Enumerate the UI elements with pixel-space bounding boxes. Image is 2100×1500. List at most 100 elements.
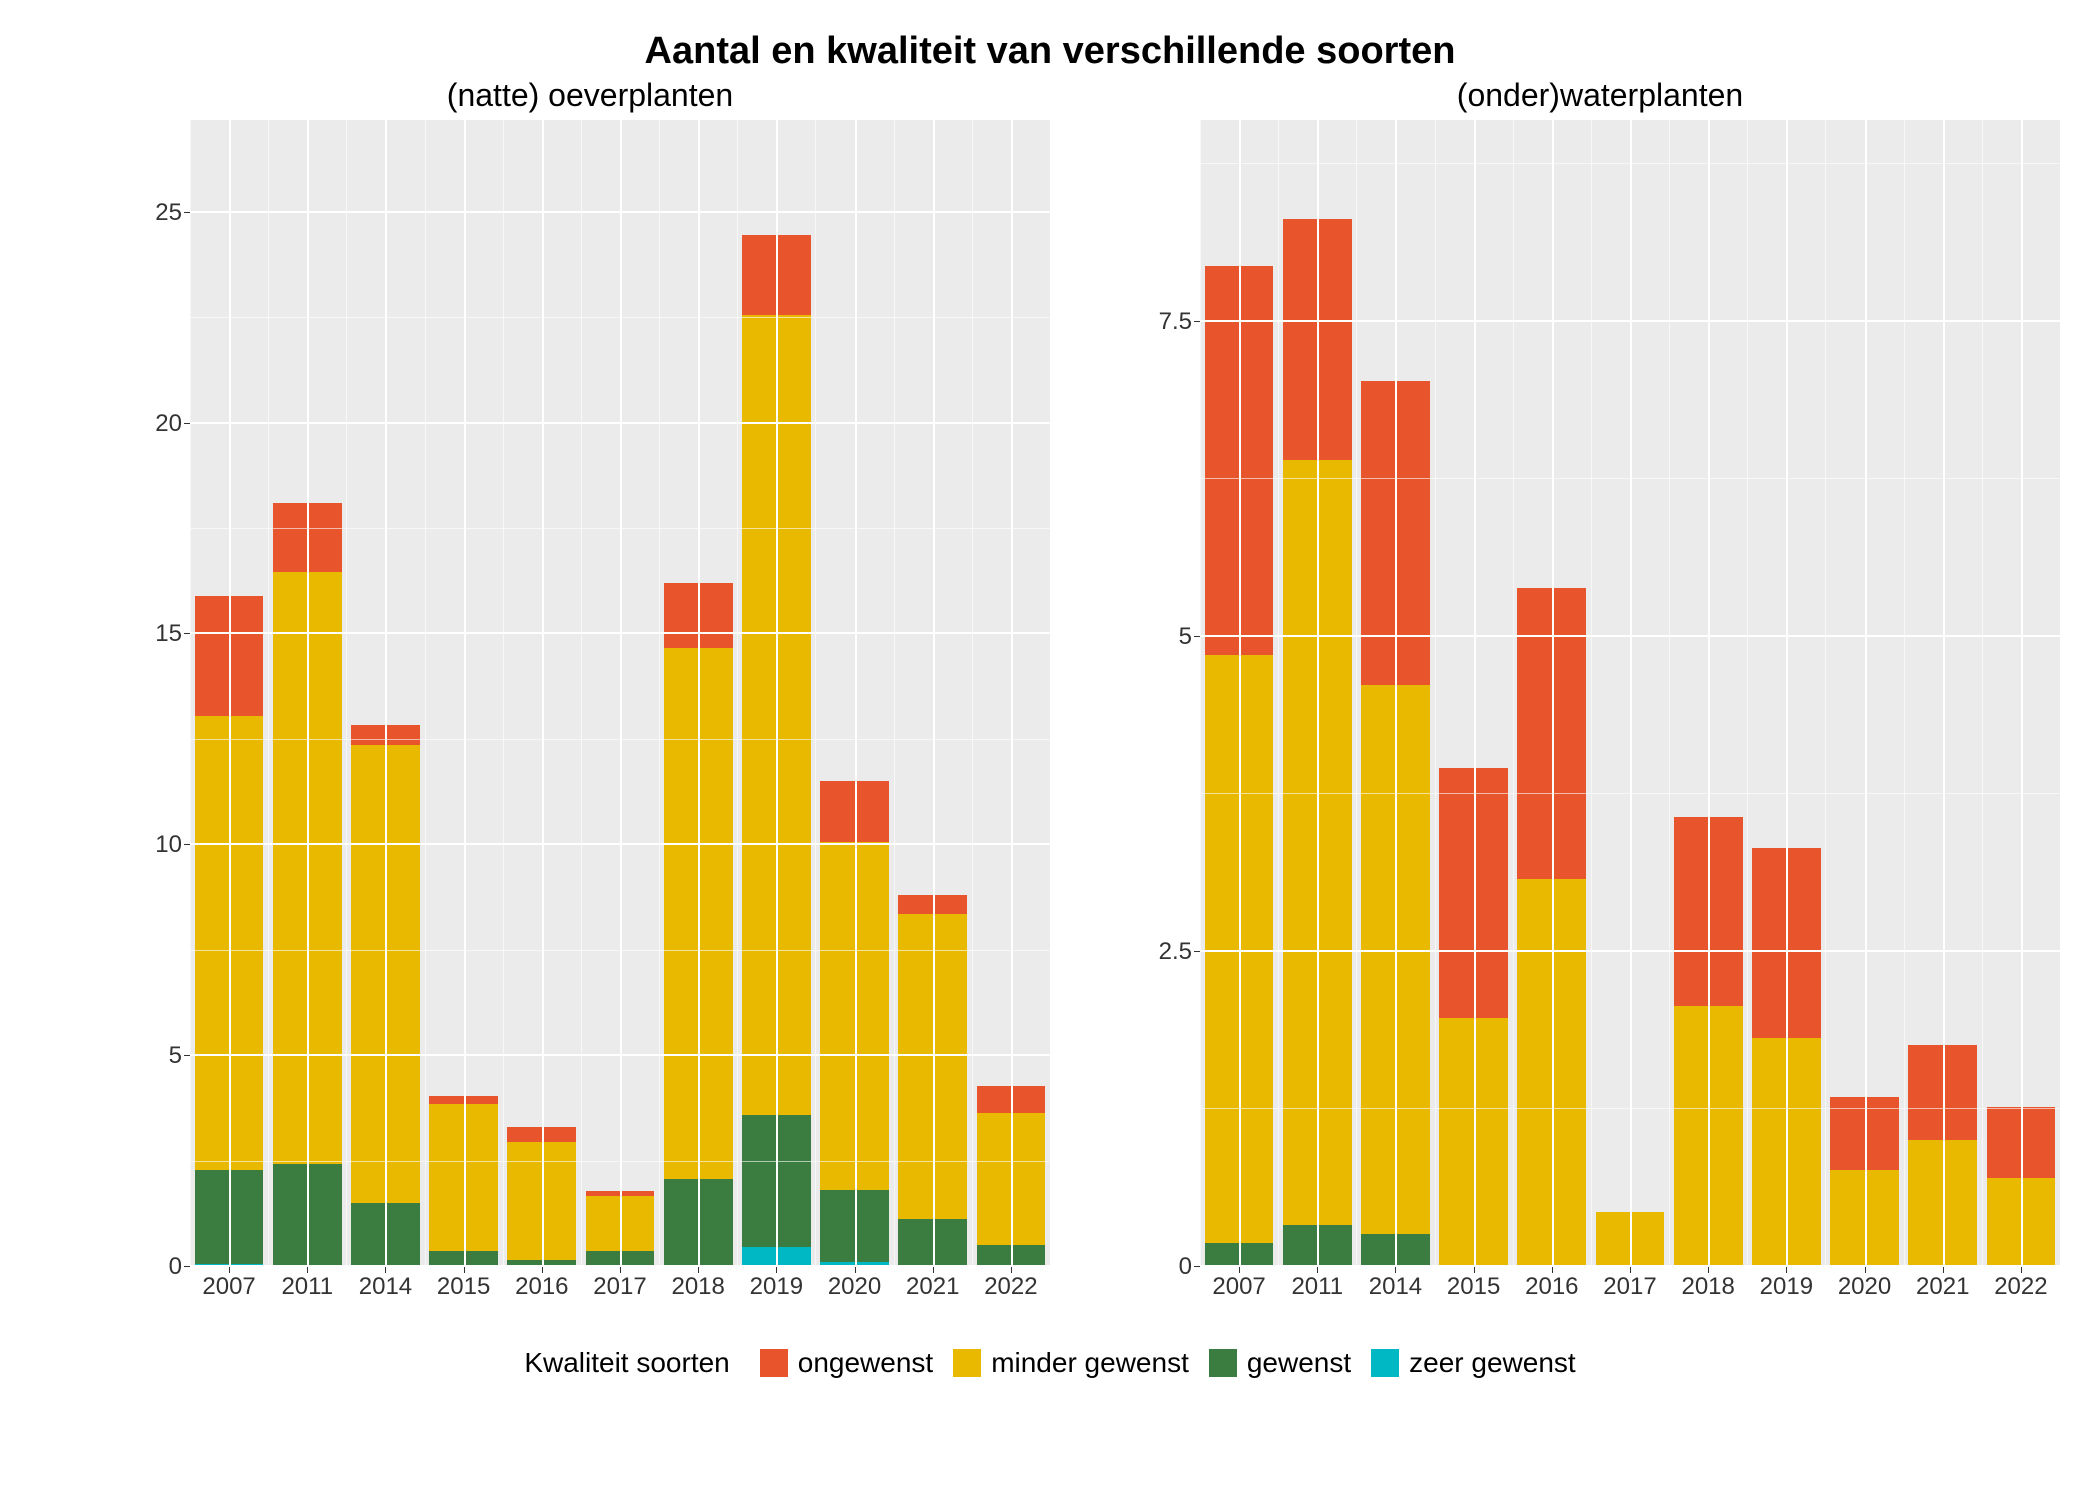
x-tick-mark [1552,1267,1553,1273]
gridline-v-minor [503,120,504,1267]
x-tick-label: 2014 [359,1273,412,1301]
plot-outer-water: 02.557.5 [1140,120,2060,1267]
x-ticks-oever: 2007201120142015201620172018201920202021… [190,1267,1050,1307]
gridline-v [1630,120,1632,1267]
legend-swatch-minder-gewenst [953,1349,981,1377]
plot-area-oever [190,120,1050,1267]
gridline-v-minor [1825,120,1826,1267]
gridline-v [385,120,387,1267]
x-tick-mark [1786,1267,1787,1273]
plot-outer-oever: 0510152025 [130,120,1050,1267]
y-tick-label: 10 [155,831,182,859]
x-ticks-water: 2007201120142015201620172018201920202021… [1200,1267,2060,1307]
y-tick-label: 5 [1179,623,1192,651]
x-tick-label: 2018 [671,1273,724,1301]
gridline-v-minor [346,120,347,1267]
x-tick-label: 2011 [281,1273,333,1301]
chart-title: Aantal en kwaliteit van verschillende so… [40,30,2060,73]
x-tick-mark [1474,1267,1475,1273]
x-tick-mark [1395,1267,1396,1273]
y-tick-label: 15 [155,620,182,648]
gridline-v-minor [815,120,816,1267]
x-tick-label: 2007 [1212,1273,1265,1301]
legend-label-ongewenst: ongewenst [798,1347,933,1379]
gridline-v-minor [581,120,582,1267]
gridline-v [1239,120,1241,1267]
x-tick-mark [1708,1267,1709,1273]
x-tick-mark [229,1267,230,1273]
legend-item-gewenst: gewenst [1209,1347,1351,1379]
legend-item-zeer-gewenst: zeer gewenst [1371,1347,1576,1379]
gridline-v-minor [1982,120,1983,1267]
gridline-v [1552,120,1554,1267]
gridline-v-minor [972,120,973,1267]
x-tick-label: 2015 [1447,1273,1500,1301]
x-tick-label: 2017 [1603,1273,1656,1301]
gridline-v [698,120,700,1267]
y-tick-label: 0 [169,1253,182,1281]
gridline-v [2021,120,2023,1267]
gridline-v-minor [894,120,895,1267]
y-tick-label: 25 [155,199,182,227]
x-tick-label: 2022 [1994,1273,2047,1301]
x-tick-label: 2021 [1916,1273,1969,1301]
x-tick-mark [1239,1267,1240,1273]
gridline-v [1708,120,1710,1267]
x-tick-label: 2007 [202,1273,255,1301]
gridline-v-minor [737,120,738,1267]
x-tick-label: 2020 [1838,1273,1891,1301]
y-tick-label: 20 [155,410,182,438]
y-tick-label: 7.5 [1159,308,1192,336]
x-tick-mark [698,1267,699,1273]
legend-label-minder-gewenst: minder gewenst [991,1347,1189,1379]
x-tick-label: 2016 [1525,1273,1578,1301]
plot-area-water [1200,120,2060,1267]
gridline-v [1474,120,1476,1267]
legend-swatch-zeer-gewenst [1371,1349,1399,1377]
gridline-v-minor [1513,120,1514,1267]
legend: Kwaliteit soorten ongewenst minder gewen… [40,1347,2060,1379]
gridline-v [855,120,857,1267]
x-tick-mark [1630,1267,1631,1273]
x-tick-mark [464,1267,465,1273]
x-tick-label: 2016 [515,1273,568,1301]
x-tick-mark [1865,1267,1866,1273]
panels-row: gemiddeld aantal soorten per meetlocatie… [40,77,2060,1307]
gridline-v-minor [1435,120,1436,1267]
x-tick-label: 2020 [828,1273,881,1301]
gridline-v-minor [1591,120,1592,1267]
x-tick-label: 2019 [750,1273,803,1301]
y-tick-label: 0 [1179,1253,1192,1281]
gridline-v [542,120,544,1267]
gridline-v [933,120,935,1267]
gridline-v-minor [659,120,660,1267]
gridline-v-minor [190,120,191,1267]
gridline-v [776,120,778,1267]
legend-label-gewenst: gewenst [1247,1347,1351,1379]
x-tick-mark [1943,1267,1944,1273]
y-tick-label: 5 [169,1042,182,1070]
legend-item-minder-gewenst: minder gewenst [953,1347,1189,1379]
gridline-v [229,120,231,1267]
gridline-v [1011,120,1013,1267]
y-ticks-oever: 0510152025 [130,120,190,1267]
y-tick-label: 2.5 [1159,938,1192,966]
gridline-v [1317,120,1319,1267]
x-tick-label: 2018 [1681,1273,1734,1301]
x-tick-mark [385,1267,386,1273]
gridline-v-minor [1200,120,1201,1267]
legend-swatch-gewenst [1209,1349,1237,1377]
x-tick-mark [776,1267,777,1273]
gridline-v-minor [1747,120,1748,1267]
x-tick-label: 2019 [1760,1273,1813,1301]
x-tick-mark [307,1267,308,1273]
chart-root: Aantal en kwaliteit van verschillende so… [0,0,2100,1500]
x-tick-mark [1011,1267,1012,1273]
gridline-v-minor [1904,120,1905,1267]
x-tick-label: 2015 [437,1273,490,1301]
gridline-v-minor [1278,120,1279,1267]
gridline-v [1395,120,1397,1267]
x-tick-label: 2021 [906,1273,959,1301]
legend-label-zeer-gewenst: zeer gewenst [1409,1347,1576,1379]
x-tick-mark [542,1267,543,1273]
